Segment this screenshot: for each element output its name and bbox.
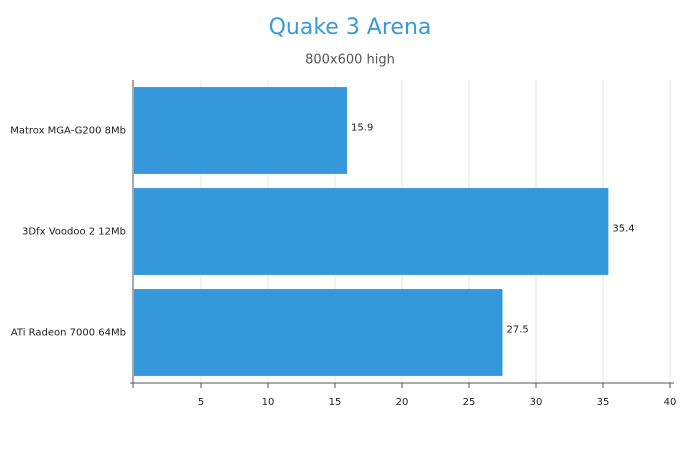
x-tick-label: 15 xyxy=(329,397,342,408)
bar xyxy=(134,87,348,174)
x-tick-label: 25 xyxy=(463,397,476,408)
chart-title: Quake 3 Arena xyxy=(269,15,432,40)
value-label: 27.5 xyxy=(507,325,529,336)
x-tick-label: 5 xyxy=(198,397,204,408)
chart-subtitle: 800x600 high xyxy=(305,53,395,68)
bar xyxy=(134,188,609,275)
y-tick-label: ATi Radeon 7000 64Mb xyxy=(11,328,126,339)
value-label: 35.4 xyxy=(612,224,634,235)
value-label: 15.9 xyxy=(351,123,373,134)
y-tick-label: Matrox MGA-G200 8Mb xyxy=(10,126,126,137)
x-tick-label: 10 xyxy=(262,397,275,408)
x-tick-label: 40 xyxy=(664,397,677,408)
y-tick-label: 3Dfx Voodoo 2 12Mb xyxy=(22,227,126,238)
x-tick-label: 20 xyxy=(396,397,409,408)
x-tick-label: 30 xyxy=(530,397,543,408)
bar xyxy=(134,289,503,376)
x-tick-label: 35 xyxy=(597,397,610,408)
